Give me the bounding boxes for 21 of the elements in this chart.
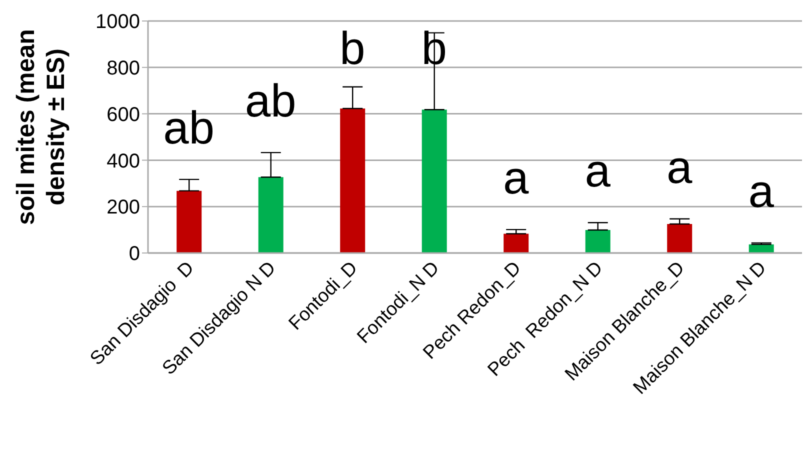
y-tick-label: 0 [128,243,140,266]
y-tick-label: 200 [106,196,140,219]
annotation: a [503,152,530,204]
annotation: a [666,140,693,193]
annotation: b [340,22,366,74]
annotation: a [748,165,774,218]
bar [340,108,366,253]
bar [258,177,284,253]
y-axis-title: soil mites (mean density ± ES) [12,29,70,225]
annotation: a [584,144,611,197]
annotation: ab [163,101,214,154]
y-tick-label: 600 [106,104,140,126]
bar [176,190,202,253]
bar [422,110,447,253]
bar [504,234,529,253]
annotation: ab [245,74,296,127]
y-tick-label: 400 [106,150,140,172]
y-tick-label: 800 [106,58,140,80]
bar [585,230,610,253]
y-tick-label: 1000 [96,11,140,34]
bar [667,224,692,253]
